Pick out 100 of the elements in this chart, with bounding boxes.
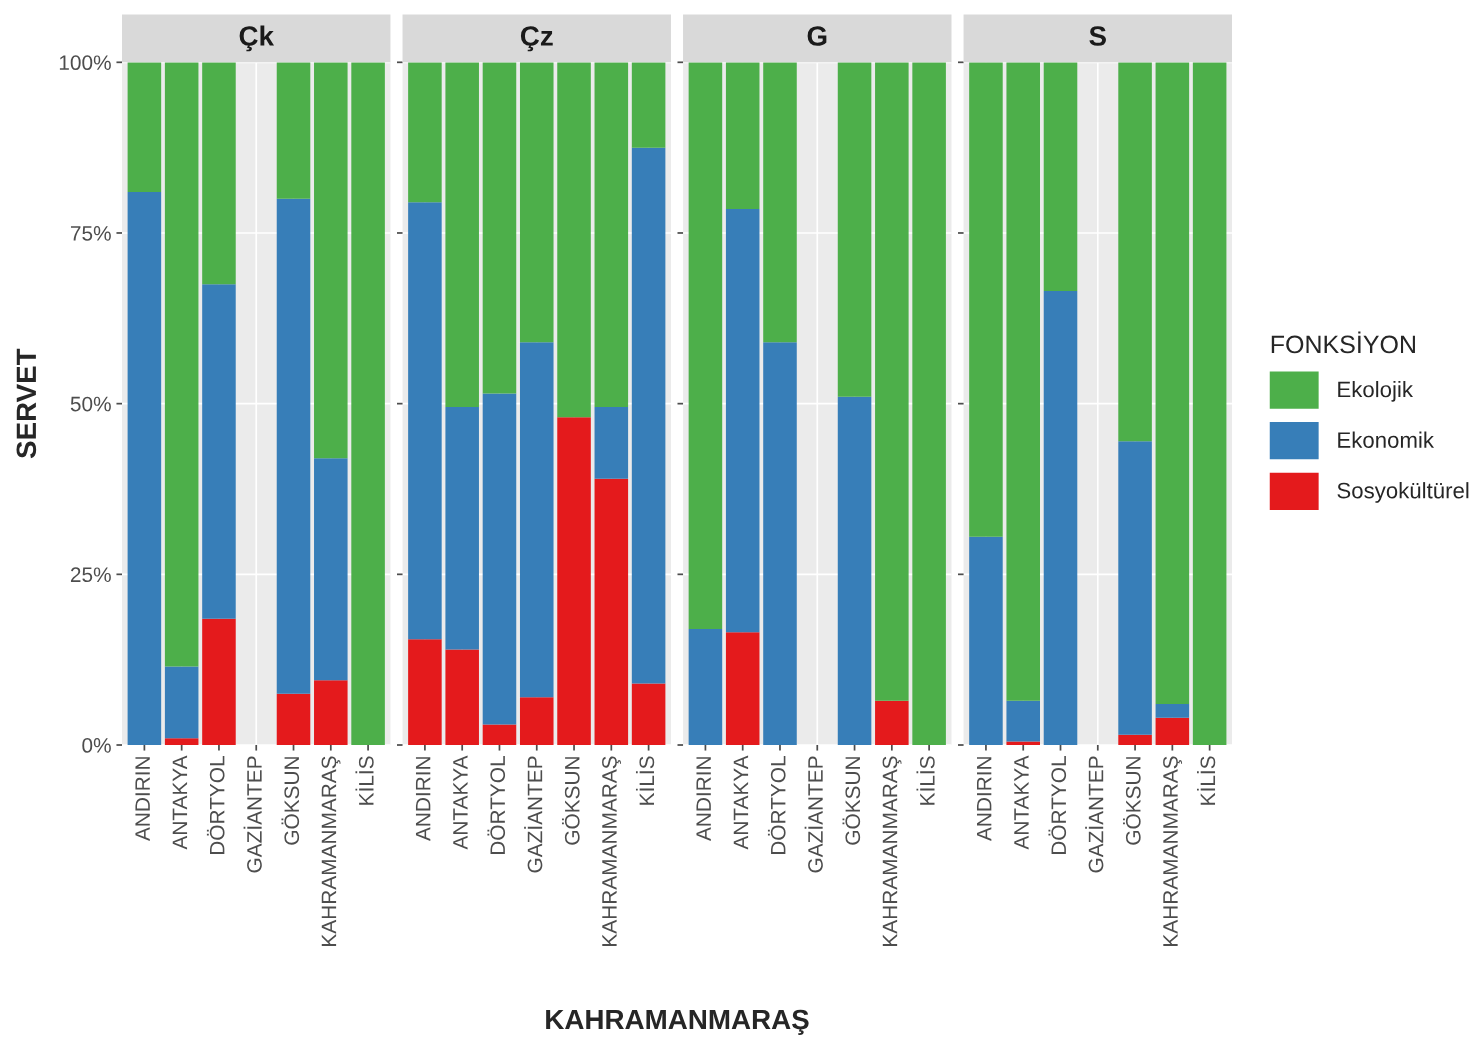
bar <box>594 478 629 746</box>
bar <box>1155 704 1190 718</box>
bar <box>519 697 554 746</box>
y-tick-label: 75% <box>70 226 111 241</box>
bar <box>557 62 591 418</box>
bar <box>164 62 199 667</box>
x-axis-title: KAHRAMANMARAŞ <box>546 1009 809 1035</box>
x-tick-label: KAHRAMANMARAŞ <box>321 756 341 946</box>
legend-title: FONKSİYON <box>1271 331 1415 354</box>
bar <box>408 62 442 203</box>
x-tick-label: GAZİANTEP <box>804 756 823 873</box>
x-tick-label: DÖRTYOL <box>206 756 225 855</box>
bar <box>725 209 760 633</box>
x-tick-label: DÖRTYOL <box>487 756 506 855</box>
bar <box>1006 700 1040 742</box>
x-tick-label: DÖRTYOL <box>767 756 786 855</box>
bar <box>276 62 311 199</box>
bar <box>837 62 872 397</box>
x-tick-label: KİLİS <box>1197 756 1216 805</box>
bar <box>969 536 1003 746</box>
bar <box>1006 62 1040 701</box>
bar <box>725 632 760 746</box>
bar <box>408 202 442 640</box>
bar <box>202 284 236 619</box>
bar <box>276 198 311 694</box>
y-tick-label: 0% <box>82 738 111 753</box>
bar <box>912 62 946 746</box>
bar <box>1043 291 1078 746</box>
bar <box>594 407 629 479</box>
x-tick-label: GAZİANTEP <box>524 756 543 873</box>
bar <box>875 62 909 701</box>
bar <box>127 192 162 746</box>
bar <box>763 342 797 746</box>
x-tick-label: ANTAKYA <box>733 755 749 850</box>
bar <box>276 693 311 746</box>
y-tick-label: 50% <box>70 396 111 412</box>
bar <box>1155 717 1190 746</box>
bar <box>557 417 591 746</box>
bar <box>445 649 479 746</box>
bar <box>688 62 723 629</box>
bar <box>688 628 723 746</box>
bar <box>519 62 554 343</box>
bar <box>314 62 348 459</box>
x-tick-label: GÖKSUN <box>1123 757 1141 845</box>
x-tick-label: KİLİS <box>355 756 374 805</box>
x-tick-label: ANDIRIN <box>135 757 150 842</box>
bar <box>1118 441 1152 735</box>
x-tick-label: GAZİANTEP <box>243 756 262 873</box>
x-tick-label: GÖKSUN <box>842 757 861 845</box>
x-tick-label: GAZİANTEP <box>1085 756 1104 873</box>
bar <box>482 393 517 725</box>
bar <box>202 62 236 285</box>
bar <box>519 342 554 698</box>
legend-label: Sosyokültürel <box>1337 482 1469 503</box>
bar <box>1118 62 1152 442</box>
bar <box>837 396 872 746</box>
x-tick-label: ANTAKYA <box>1014 755 1029 850</box>
x-tick-label: ANDIRIN <box>415 757 431 842</box>
x-tick-label: ANTAKYA <box>172 755 188 850</box>
bar <box>1043 62 1078 292</box>
chart-title: Çk <box>239 25 275 52</box>
bar <box>631 62 666 148</box>
legend-label: Ekolojik <box>1338 381 1414 402</box>
bar <box>127 62 162 193</box>
bar <box>164 666 199 739</box>
x-tick-label: KİLİS <box>916 756 935 805</box>
y-axis-title: SERVET <box>16 348 37 459</box>
bar <box>314 458 348 681</box>
bar <box>1155 62 1190 705</box>
bar <box>445 62 479 408</box>
x-tick-label: DÖRTYOL <box>1048 756 1067 855</box>
chart-title: S <box>1089 26 1106 46</box>
x-tick-label: ANDIRIN <box>976 757 992 842</box>
x-tick-label: KAHRAMANMARAŞ <box>882 756 902 946</box>
bar <box>482 62 517 394</box>
y-tick-label: 100% <box>59 55 111 71</box>
x-tick-label: KİLİS <box>635 756 655 805</box>
bar <box>445 407 479 650</box>
bar <box>202 618 236 746</box>
bar <box>164 738 199 746</box>
bar <box>408 639 442 746</box>
bar <box>351 62 385 746</box>
legend-label: Ekonomik <box>1338 431 1435 448</box>
bar <box>314 680 348 746</box>
x-tick-label: GÖKSUN <box>281 757 300 845</box>
bar <box>1192 62 1227 746</box>
bar <box>594 62 629 408</box>
bar <box>725 62 760 210</box>
x-tick-label: ANDIRIN <box>696 757 711 842</box>
x-tick-label: GÖKSUN <box>561 757 580 845</box>
bar <box>1118 734 1152 746</box>
bar <box>631 683 666 746</box>
bar <box>969 62 1003 537</box>
x-tick-label: KAHRAMANMARAŞ <box>602 756 622 946</box>
x-tick-label: ANTAKYA <box>453 755 468 850</box>
bar <box>875 700 909 746</box>
bar <box>631 147 666 684</box>
x-tick-label: KAHRAMANMARAŞ <box>1163 756 1183 946</box>
chart-title: G <box>807 26 827 46</box>
chart-title: Çz <box>520 26 553 52</box>
